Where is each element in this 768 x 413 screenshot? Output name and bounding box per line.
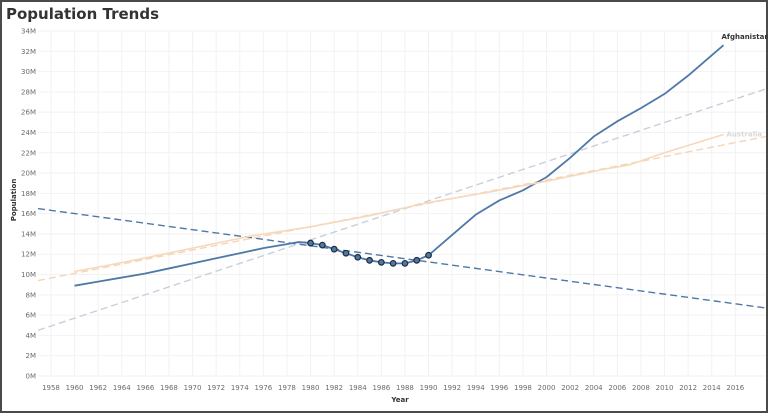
- y-tick-label: 14M: [21, 230, 36, 238]
- data-point: [342, 249, 350, 257]
- y-tick-label: 32M: [21, 48, 36, 56]
- data-point: [377, 258, 385, 266]
- x-tick-label: 1982: [325, 384, 343, 392]
- x-tick-label: 1978: [278, 384, 296, 392]
- x-tick-label: 2012: [679, 384, 697, 392]
- data-point: [389, 259, 397, 267]
- x-tick-label: 2004: [585, 384, 603, 392]
- x-tick-label: 2000: [538, 384, 556, 392]
- x-tick-label: 1980: [302, 384, 320, 392]
- x-tick-label: 1984: [349, 384, 367, 392]
- x-tick-label: 2010: [656, 384, 674, 392]
- grid: [38, 30, 766, 377]
- y-tick-label: 8M: [26, 291, 37, 299]
- x-tick-label: 1958: [42, 384, 60, 392]
- x-tick-label: 1968: [160, 384, 178, 392]
- x-tick-label: 1964: [113, 384, 131, 392]
- x-tick-label: 1974: [231, 384, 249, 392]
- y-tick-label: 20M: [21, 170, 36, 178]
- y-tick-label: 28M: [21, 88, 36, 96]
- x-tick-label: 1996: [490, 384, 508, 392]
- trend-lines: [37, 88, 767, 332]
- y-tick-label: 4M: [26, 332, 37, 340]
- x-tick-label: 1988: [396, 384, 414, 392]
- y-tick-label: 10M: [21, 271, 36, 279]
- markers: [307, 239, 432, 267]
- x-tick-label: 2006: [608, 384, 626, 392]
- y-tick-label: 6M: [26, 312, 37, 320]
- series-line-australia: [74, 133, 724, 273]
- data-point: [354, 253, 362, 261]
- x-tick-label: 1994: [467, 384, 485, 392]
- data-point: [425, 251, 432, 259]
- y-tick-label: 12M: [21, 251, 36, 259]
- x-tick-label: 1998: [514, 384, 532, 392]
- data-point: [318, 241, 326, 249]
- y-axis: 0M 2M 4M 6M 8M 10M 12M 14M 16M 18M 20M 22M 24M 26M 28M…: [21, 28, 36, 381]
- y-tick-label: 22M: [21, 149, 36, 157]
- series-label: Australia: [727, 131, 763, 139]
- x-tick-label: 1976: [254, 384, 272, 392]
- y-axis-title: Population: [10, 179, 18, 222]
- x-tick-label: 1992: [443, 384, 461, 392]
- trend-line: [37, 88, 767, 332]
- y-tick-label: 16M: [21, 210, 36, 218]
- x-axis: 1958 1960 1962 1964 1966 1968 1970 1972 1974 1976…: [42, 384, 745, 392]
- data-point: [413, 256, 421, 264]
- data-point: [366, 256, 373, 264]
- x-tick-label: 1972: [207, 384, 225, 392]
- x-tick-label: 1986: [372, 384, 390, 392]
- y-tick-label: 30M: [21, 68, 36, 76]
- x-tick-label: 2008: [632, 384, 650, 392]
- trend-line: [37, 207, 767, 309]
- x-tick-label: 1966: [136, 384, 154, 392]
- x-tick-label: 2002: [561, 384, 579, 392]
- x-tick-label: 1960: [66, 384, 84, 392]
- y-tick-label: 24M: [21, 129, 36, 137]
- y-tick-label: 18M: [21, 190, 36, 198]
- y-tick-label: 34M: [21, 28, 36, 36]
- trend-line: [37, 135, 767, 282]
- x-tick-label: 1970: [184, 384, 202, 392]
- y-tick-label: 0M: [26, 373, 37, 381]
- data-point: [330, 245, 338, 253]
- data-point: [307, 239, 314, 247]
- chart-title: Population Trends: [6, 5, 159, 23]
- x-tick-label: 2014: [703, 384, 721, 392]
- x-tick-label: 1962: [89, 384, 107, 392]
- x-tick-label: 1990: [420, 384, 438, 392]
- y-tick-label: 2M: [26, 352, 37, 360]
- series-lines: Afghanistan Australia: [74, 33, 768, 287]
- series-label: Afghanistan: [722, 33, 768, 41]
- y-tick-label: 26M: [21, 109, 36, 117]
- data-point: [401, 259, 409, 267]
- x-tick-label: 2016: [726, 384, 744, 392]
- x-axis-title: Year: [390, 396, 409, 404]
